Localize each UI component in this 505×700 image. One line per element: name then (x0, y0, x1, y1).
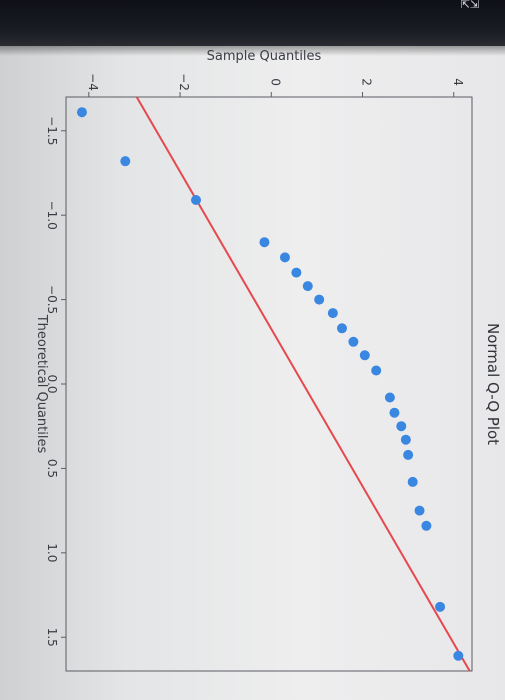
data-point (259, 237, 270, 248)
x-axis: −1.5 −1.0 −0.5 0.0 0.5 1.0 1.5 (45, 116, 66, 647)
data-point (384, 392, 395, 403)
y-axis-title: Sample Quantiles (207, 49, 322, 64)
y-tick-label: −4 (86, 73, 100, 91)
data-point (371, 365, 382, 376)
data-point (191, 194, 202, 205)
plot-frame (65, 96, 473, 672)
data-point (291, 267, 302, 278)
data-point (414, 505, 425, 516)
x-tick-label: 1.5 (45, 628, 59, 647)
data-point (302, 281, 313, 292)
y-tick-label: 2 (360, 78, 374, 86)
x-axis-title: Theoretical Quantiles (34, 314, 49, 454)
data-point (400, 434, 411, 445)
monitor-bezel: ⇱⇲ (0, 0, 505, 46)
data-point (336, 323, 347, 334)
x-tick-label: 0.5 (45, 459, 59, 478)
x-tick-label: −1.5 (45, 116, 59, 145)
data-point (314, 294, 325, 305)
data-point (435, 601, 446, 612)
data-point (389, 407, 400, 418)
data-point (407, 476, 418, 487)
reference-line-layer (135, 96, 471, 672)
y-axis: −4 −2 0 2 4 (86, 73, 465, 97)
chart-title: Normal Q-Q Plot (484, 323, 502, 445)
points-layer (76, 107, 464, 661)
y-tick-label: 4 (451, 78, 465, 86)
y-tick-label: 0 (268, 78, 282, 86)
x-tick-label: −0.5 (45, 285, 59, 314)
bezel-shadow (0, 46, 505, 56)
bezel-indicator-icon: ⇱⇲ (460, 0, 480, 11)
x-tick-label: 1.0 (45, 543, 59, 562)
data-point (279, 252, 290, 263)
data-point (453, 650, 464, 661)
data-point (396, 421, 407, 432)
data-point (359, 350, 370, 361)
data-point (403, 449, 414, 460)
data-point (120, 156, 131, 167)
data-point (327, 308, 338, 319)
x-tick-label: 0.0 (45, 374, 59, 393)
data-point (76, 107, 87, 118)
data-point (348, 336, 359, 347)
y-tick-label: −2 (177, 73, 191, 91)
x-tick-label: −1.0 (45, 201, 59, 230)
data-point (421, 520, 432, 531)
reference-line (135, 96, 471, 672)
